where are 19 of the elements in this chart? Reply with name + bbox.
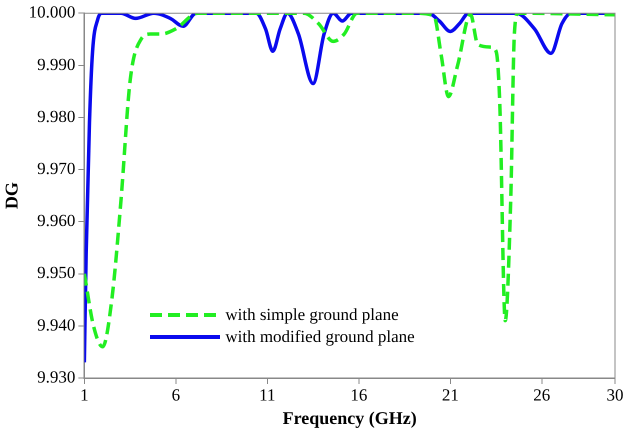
x-tick-label: 21 bbox=[442, 386, 459, 405]
x-tick-label: 26 bbox=[533, 386, 550, 405]
x-tick-label: 1 bbox=[80, 386, 89, 405]
y-tick-label: 9.960 bbox=[37, 211, 76, 230]
legend-label: with modified ground plane bbox=[225, 326, 415, 348]
x-tick-label: 6 bbox=[172, 386, 180, 405]
y-tick-label: 9.940 bbox=[37, 315, 76, 334]
y-tick-label: 9.970 bbox=[37, 159, 76, 178]
y-axis-title: DG bbox=[1, 182, 22, 210]
y-tick-label: 9.990 bbox=[37, 54, 76, 74]
x-tick-label: 30 bbox=[606, 386, 624, 405]
y-tick-label: 10.000 bbox=[28, 2, 76, 22]
y-tick-label: 9.980 bbox=[37, 106, 76, 126]
x-tick-label: 11 bbox=[259, 386, 276, 405]
x-axis-title: Frequency (GHz) bbox=[282, 408, 417, 428]
x-tick-label: 16 bbox=[350, 386, 368, 405]
y-tick-label: 9.930 bbox=[37, 367, 76, 386]
legend-label: with simple ground plane bbox=[225, 304, 399, 326]
y-tick-label: 9.950 bbox=[37, 263, 76, 282]
